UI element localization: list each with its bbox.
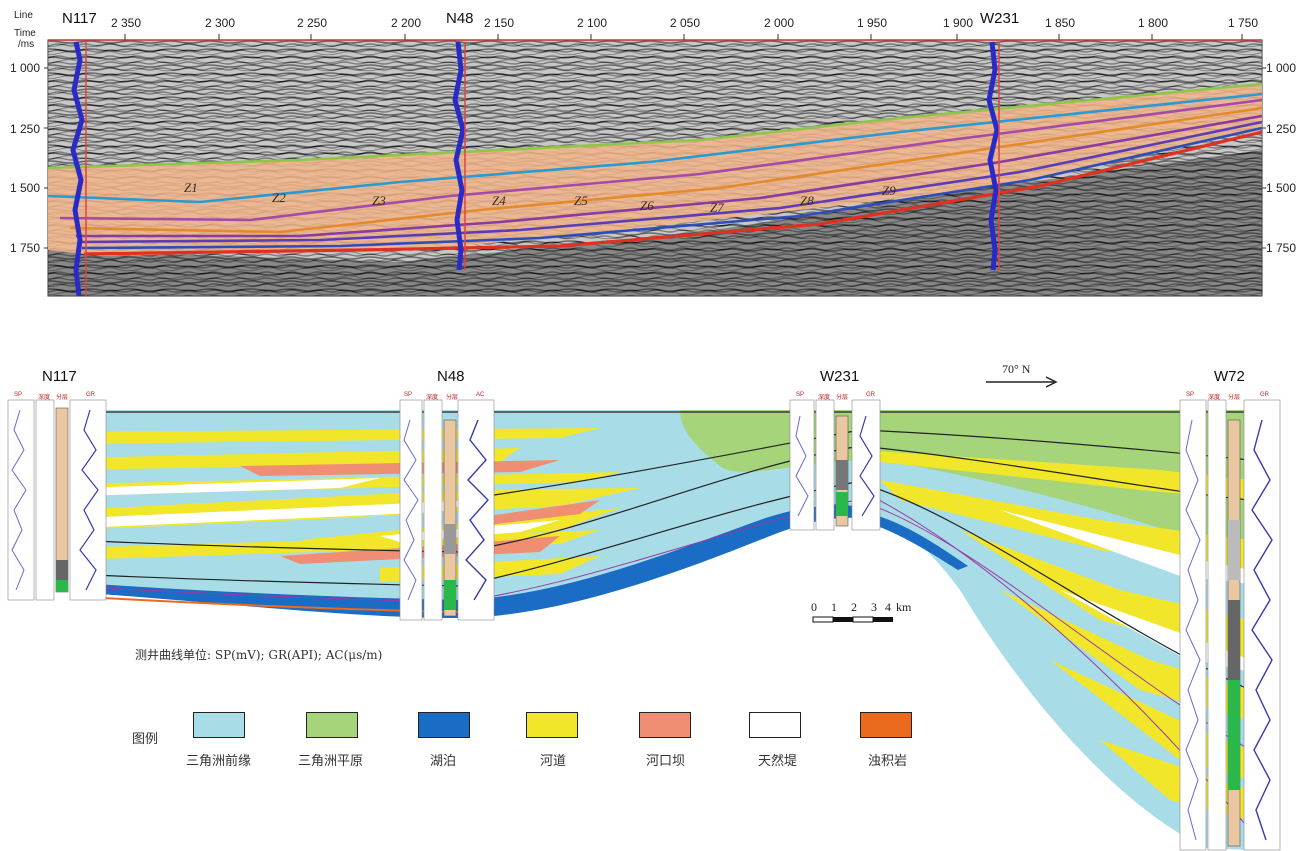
line-tick: 1 800 (1138, 16, 1169, 30)
scale-tick: 1 (831, 600, 837, 614)
line-tick: 1 900 (943, 16, 974, 30)
well-column-w72 (1179, 399, 1281, 851)
line-tick: 2 200 (391, 16, 422, 30)
section-well-w231: W231 (820, 368, 860, 385)
curve-header-depth: 深度 (38, 395, 51, 401)
curve-header-sp: SP (796, 392, 805, 398)
time-unit-label: /ms (18, 39, 35, 50)
time-tick-right: 1 000 (1266, 61, 1297, 75)
legend-label-levee: 天然堤 (758, 754, 798, 769)
scale-unit: km (896, 600, 912, 614)
legend-label-mouth-bar: 河口坝 (646, 754, 686, 769)
zone-label: Z4 (492, 193, 506, 208)
line-tick: 2 100 (577, 16, 608, 30)
curve-header-gr: GR (866, 392, 875, 398)
seismic-panel: Line Time /ms 2 350 2 300 2 250 2 200 2 … (0, 0, 1309, 300)
curve-header-layer: 分层 (1228, 395, 1241, 401)
line-tick: 2 050 (670, 16, 701, 30)
legend-swatch-lake (418, 712, 470, 738)
scale-tick: 3 (871, 600, 877, 614)
zone-label: Z8 (800, 193, 814, 208)
zone-label: Z7 (710, 200, 724, 215)
seismic-well-n117: N117 (62, 10, 97, 27)
legend-swatch-mouth-bar (639, 712, 691, 738)
legend-label-delta-front: 三角洲前缘 (186, 754, 252, 769)
time-label: Time (14, 28, 36, 39)
curve-header-layer: 分层 (56, 395, 69, 401)
seismic-well-log (986, 41, 1000, 271)
seismic-image: Z1 Z2 Z3 Z4 Z5 Z6 Z7 Z8 Z9 (44, 34, 1266, 297)
curve-header-depth: 深度 (1208, 395, 1221, 401)
line-tick: 2 250 (297, 16, 328, 30)
scale-tick: 0 (811, 600, 817, 614)
legend-title: 图例 (132, 732, 159, 747)
zone-label: Z9 (882, 183, 896, 198)
delta-front-body (70, 410, 1250, 850)
time-tick-right: 1 750 (1266, 241, 1297, 255)
correlation-diagram (7, 399, 1281, 851)
legend-label-delta-plain: 三角洲平原 (298, 754, 364, 769)
line-tick: 1 850 (1045, 16, 1076, 30)
scale-bar (812, 616, 893, 623)
time-tick-left: 1 000 (10, 61, 41, 75)
time-tick-right: 1 250 (1266, 122, 1297, 136)
zone-label: Z3 (372, 193, 386, 208)
zone-label: Z2 (272, 190, 286, 205)
legend-label-channel: 河道 (540, 754, 567, 769)
zone-label: Z5 (574, 193, 588, 208)
well-column-n117 (7, 399, 107, 601)
curve-header-sp: SP (1186, 392, 1195, 398)
legend-swatch-levee (749, 712, 801, 738)
units-note: 测井曲线单位: SP(mV); GR(API); AC(μs/m) (135, 648, 383, 662)
line-tick: 1 750 (1228, 16, 1259, 30)
seismic-well-log (70, 41, 87, 297)
curve-header-layer: 分层 (836, 395, 849, 401)
curve-header-ac: AC (476, 392, 485, 398)
legend-label-lake: 湖泊 (430, 754, 457, 769)
direction-label: 70° N (1002, 362, 1031, 376)
line-label: Line (14, 10, 33, 21)
line-tick: 2 150 (484, 16, 515, 30)
levee-bodies (80, 478, 1250, 672)
line-tick: 2 000 (764, 16, 795, 30)
curve-header-gr: GR (86, 392, 95, 398)
legend-swatch-delta-front (193, 712, 245, 738)
lake-body (70, 505, 856, 618)
curve-header-gr: GR (1260, 392, 1269, 398)
correlation-panel: N117 N48 W231 W72 70° N SP 深度 分层 GR SP 深… (0, 360, 1309, 851)
well-column-w231 (789, 399, 881, 531)
well-column-n48 (399, 399, 495, 621)
legend-swatch-turbidite (860, 712, 912, 738)
direction-arrow-icon (986, 376, 1058, 388)
time-tick-left: 1 750 (10, 241, 41, 255)
section-well-n117: N117 (42, 368, 77, 385)
line-tick: 2 300 (205, 16, 236, 30)
section-well-w72: W72 (1214, 368, 1245, 385)
seismic-well-n48: N48 (446, 10, 474, 27)
seismic-well-log (452, 41, 466, 271)
zone-label: Z6 (640, 198, 654, 213)
time-tick-left: 1 250 (10, 122, 41, 136)
legend-label-turbidite: 浊积岩 (868, 754, 908, 769)
curve-header-sp: SP (14, 392, 23, 398)
scale-tick: 4 (885, 600, 891, 614)
curve-header-sp: SP (404, 392, 413, 398)
time-tick-left: 1 500 (10, 181, 41, 195)
curve-header-depth: 深度 (818, 395, 831, 401)
line-tick: 2 350 (111, 16, 142, 30)
section-well-n48: N48 (437, 368, 465, 385)
line-tick: 1 950 (857, 16, 888, 30)
legend-swatch-channel (526, 712, 578, 738)
curve-header-depth: 深度 (426, 395, 439, 401)
curve-header-layer: 分层 (446, 395, 459, 401)
time-tick-right: 1 500 (1266, 181, 1297, 195)
zone-label: Z1 (184, 180, 198, 195)
legend-swatch-delta-plain (306, 712, 358, 738)
seismic-well-w231: W231 (980, 10, 1020, 27)
scale-tick: 2 (851, 600, 857, 614)
